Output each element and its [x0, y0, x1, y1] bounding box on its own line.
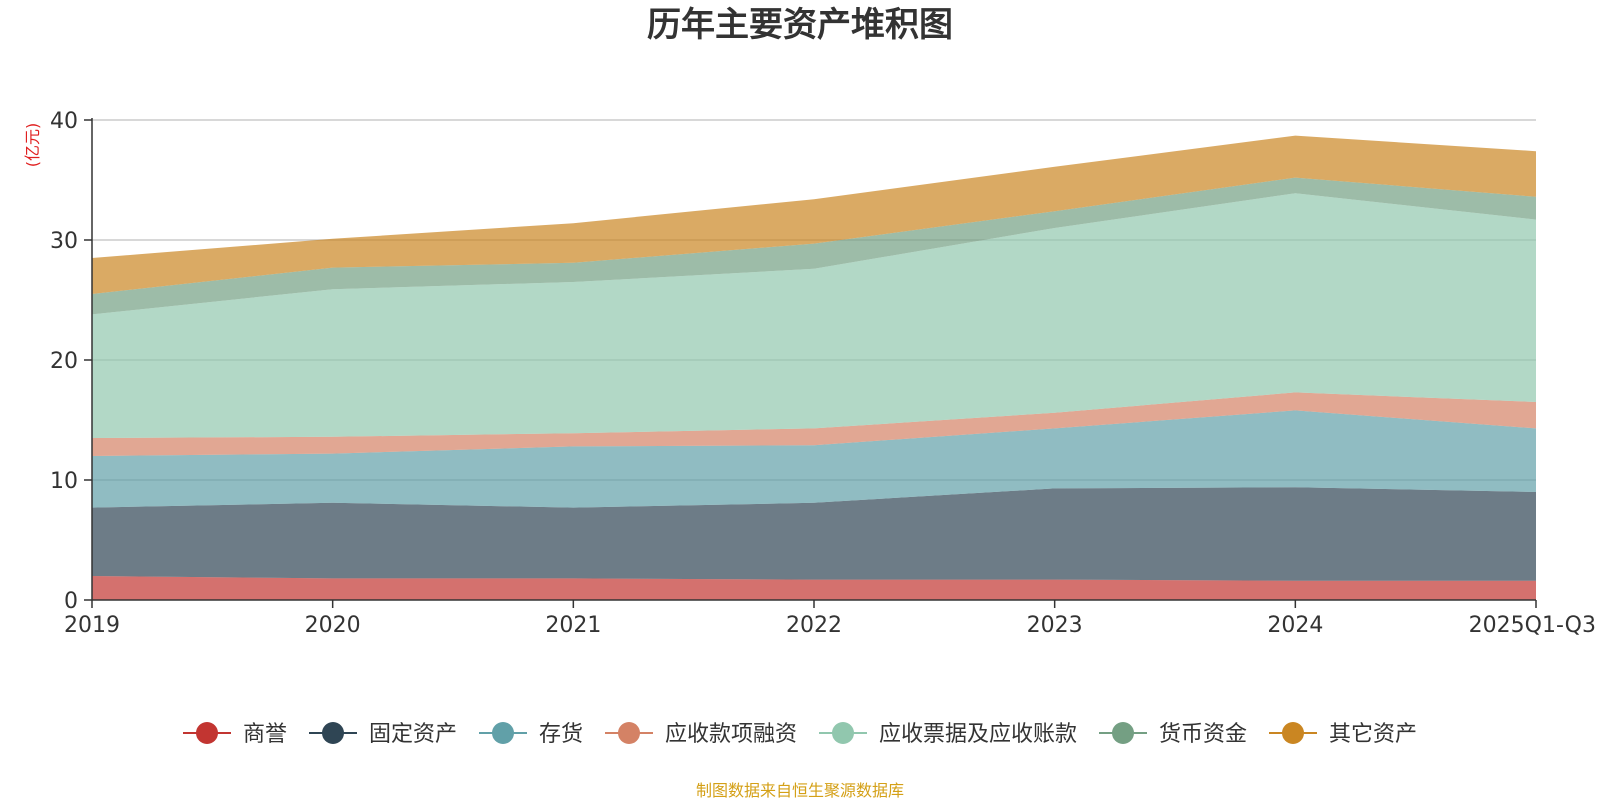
x-tick-label: 2023: [1027, 613, 1083, 638]
legend-marker: [322, 722, 344, 744]
legend-label: 应收票据及应收账款: [879, 722, 1077, 747]
area-series: [92, 135, 1536, 600]
y-tick-label: 10: [50, 469, 78, 494]
area-应收票据及应收账款: [92, 193, 1536, 438]
x-tick-label: 2019: [64, 613, 120, 638]
source-note: 制图数据来自恒生聚源数据库: [696, 781, 904, 800]
y-axis-unit-label: (亿元): [23, 123, 42, 168]
legend-item[interactable]: 货币资金: [1099, 722, 1247, 747]
legend-marker: [196, 722, 218, 744]
area-其它资产: [92, 135, 1536, 294]
legend-marker: [618, 722, 640, 744]
legend-label: 其它资产: [1329, 722, 1417, 747]
area-货币资金: [92, 177, 1536, 315]
x-tick-label: 2024: [1267, 613, 1323, 638]
legend-item[interactable]: 应收款项融资: [605, 722, 797, 747]
y-tick-label: 20: [50, 349, 78, 374]
legend-label: 固定资产: [369, 722, 457, 747]
y-tick-label: 0: [64, 589, 78, 614]
legend-marker: [1112, 722, 1134, 744]
legend-marker: [1282, 722, 1304, 744]
area-应收款项融资: [92, 392, 1536, 456]
legend-item[interactable]: 商誉: [183, 722, 287, 747]
chart-title: 历年主要资产堆积图: [647, 5, 953, 45]
legend-item[interactable]: 存货: [479, 722, 583, 747]
area-商誉: [92, 576, 1536, 600]
legend-label: 存货: [539, 722, 583, 747]
x-tick-label: 2020: [305, 613, 361, 638]
legend-label: 货币资金: [1159, 722, 1247, 747]
legend-marker: [832, 722, 854, 744]
x-tick-label: 2025Q1-Q3: [1469, 613, 1596, 638]
legend-marker: [492, 722, 514, 744]
x-tick-label: 2021: [545, 613, 601, 638]
legend: 商誉 固定资产 存货 应收款项融资 应收票据及应收账款 货币资金 其它资产: [183, 722, 1417, 747]
legend-label: 应收款项融资: [665, 722, 797, 747]
area-存货: [92, 410, 1536, 508]
x-tick-label: 2022: [786, 613, 842, 638]
legend-item[interactable]: 应收票据及应收账款: [819, 722, 1077, 747]
area-固定资产: [92, 487, 1536, 581]
y-tick-label: 40: [50, 109, 78, 134]
legend-label: 商誉: [243, 722, 287, 747]
axes: 0 10 20 30 40 2019 2020 2021 2022 2023 2024 2025Q1-…: [50, 109, 1596, 638]
legend-item[interactable]: 固定资产: [309, 722, 457, 747]
legend-item[interactable]: 其它资产: [1269, 722, 1417, 747]
y-tick-label: 30: [50, 229, 78, 254]
